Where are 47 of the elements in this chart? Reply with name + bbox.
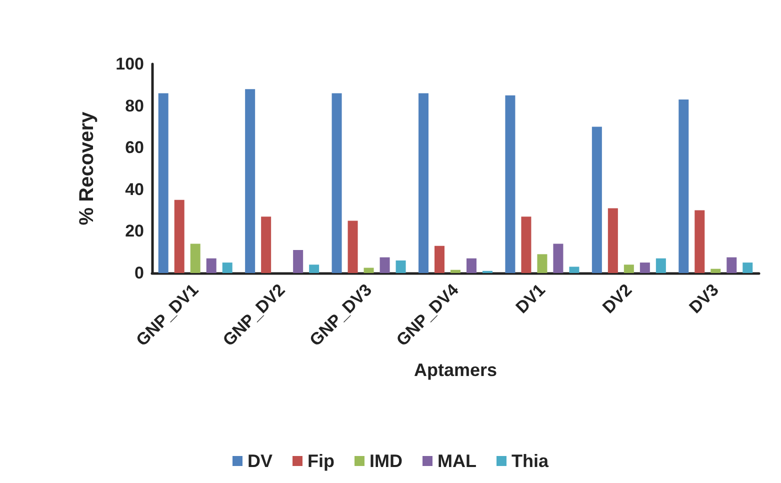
legend-label: IMD — [370, 451, 403, 471]
bar — [158, 93, 168, 273]
bar — [640, 262, 650, 273]
bar — [245, 89, 256, 273]
bar — [396, 260, 406, 273]
bar — [293, 250, 304, 273]
y-tick-label: 100 — [116, 54, 144, 74]
legend-label: MAL — [438, 451, 476, 471]
bar — [521, 216, 532, 273]
bar — [553, 244, 564, 273]
bar — [332, 93, 342, 273]
bar — [222, 262, 232, 273]
y-axis-title: % Recovery — [76, 110, 98, 226]
bar — [656, 258, 666, 273]
bar — [678, 100, 689, 273]
bar — [206, 258, 216, 273]
bar — [466, 258, 476, 273]
legend-label: DV — [248, 451, 273, 471]
bar — [309, 264, 320, 273]
y-tick-label: 20 — [125, 222, 144, 241]
bar — [348, 220, 358, 273]
y-tick-label: 0 — [134, 264, 144, 282]
x-axis-title: Aptamers — [414, 360, 498, 380]
legend-label: Thia — [511, 451, 550, 471]
bar — [261, 216, 272, 273]
legend-label: Fip — [308, 451, 335, 471]
bar — [190, 244, 200, 273]
bar — [742, 262, 753, 273]
bar — [364, 268, 374, 273]
bar — [624, 264, 634, 273]
bar — [174, 200, 184, 273]
bar — [569, 266, 580, 273]
bar — [694, 210, 705, 273]
bar — [418, 93, 428, 273]
x-tick-label: DV1 — [512, 280, 549, 318]
y-tick-label: 80 — [125, 96, 144, 116]
bar — [726, 257, 737, 273]
y-tick-label: 60 — [125, 138, 144, 158]
bar — [450, 270, 460, 273]
bar — [592, 126, 602, 273]
bar — [537, 254, 548, 273]
y-tick-label: 40 — [125, 180, 144, 199]
bar — [608, 208, 618, 273]
bar — [380, 257, 390, 273]
bar — [710, 268, 721, 273]
bar — [434, 246, 444, 273]
bar — [505, 95, 516, 273]
